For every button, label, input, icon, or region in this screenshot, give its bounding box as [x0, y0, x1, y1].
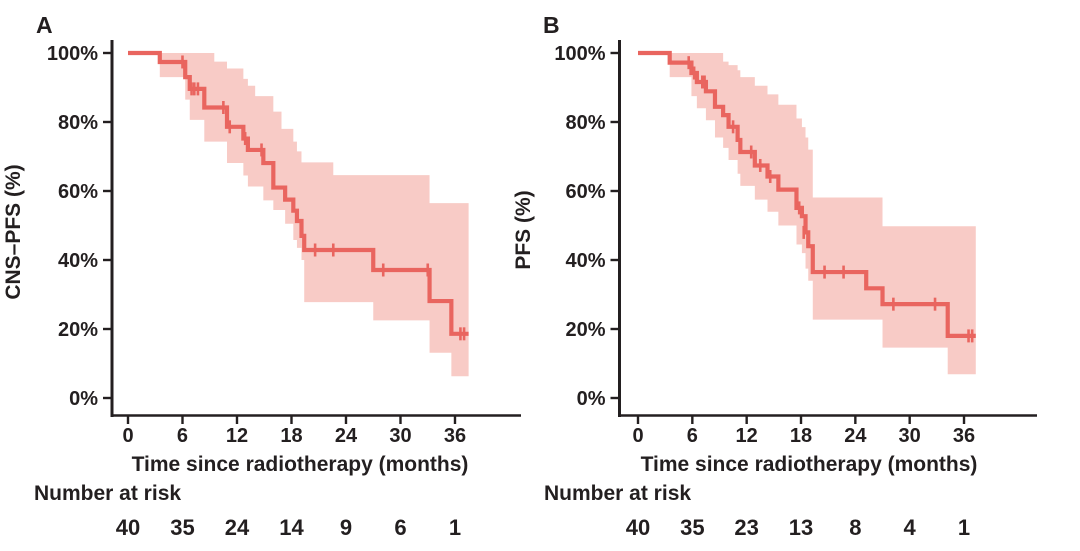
panel-a: 0% 20% 40% 60% 80% 100% 0 6 12 18 24 30 36 Time since…: [2, 12, 521, 540]
x-axis-title: Time since radiotherapy (months): [641, 453, 978, 476]
x-tick-label: 24: [844, 425, 867, 447]
y-tick-label: 60%: [58, 181, 98, 203]
x-tick-label: 12: [226, 425, 248, 447]
risk-value: 8: [849, 515, 861, 540]
risk-value: 9: [340, 515, 352, 540]
risk-value: 35: [680, 515, 704, 540]
x-tick-label: 30: [899, 425, 921, 447]
y-tick-label: 60%: [565, 181, 605, 203]
y-tick-label: 80%: [58, 112, 98, 134]
risk-value: 40: [626, 515, 650, 540]
x-tick-label: 0: [632, 425, 643, 447]
x-tick-label: 0: [122, 425, 133, 447]
x-tick-label: 36: [953, 425, 975, 447]
x-tick-label: 12: [736, 425, 758, 447]
y-axis-title: PFS (%): [512, 190, 535, 269]
risk-value: 35: [170, 515, 194, 540]
x-axis-title: Time since radiotherapy (months): [132, 453, 469, 476]
risk-value: 40: [116, 515, 140, 540]
y-tick-label: 80%: [565, 112, 605, 134]
y-axis-title: CNS–PFS (%): [2, 164, 25, 299]
panel-letter: B: [543, 12, 560, 38]
x-tick-label: 18: [790, 425, 812, 447]
y-tick-label: 20%: [58, 319, 98, 341]
risk-table-label: Number at risk: [544, 482, 691, 505]
y-tick-label: 0%: [69, 388, 98, 410]
confidence-band: [669, 53, 976, 375]
x-tick-label: 18: [280, 425, 302, 447]
risk-value: 14: [279, 515, 304, 540]
x-tick-label: 24: [335, 425, 358, 447]
x-tick-label: 36: [444, 425, 466, 447]
confidence-band: [159, 53, 469, 377]
risk-value: 1: [958, 515, 970, 540]
risk-value: 6: [394, 515, 406, 540]
risk-value: 13: [789, 515, 813, 540]
censor-marks: [687, 56, 974, 343]
risk-table-label: Number at risk: [34, 482, 181, 505]
y-tick-label: 100%: [47, 43, 98, 65]
risk-table: Number at risk 40 35 23 13 8 4 1: [544, 482, 970, 540]
x-tick-label: 6: [177, 425, 188, 447]
y-tick-label: 0%: [577, 388, 606, 410]
y-tick-label: 40%: [58, 250, 98, 272]
survival-curve: [128, 50, 469, 336]
y-tick-label: 100%: [554, 43, 605, 65]
x-tick-label: 30: [389, 425, 411, 447]
risk-table: Number at risk 40 35 24 14 9 6 1: [34, 482, 461, 540]
risk-value: 23: [734, 515, 758, 540]
risk-value: 4: [904, 515, 917, 540]
risk-value: 24: [225, 515, 250, 540]
y-tick-label: 40%: [565, 250, 605, 272]
risk-value: 1: [449, 515, 461, 540]
y-tick-label: 20%: [565, 319, 605, 341]
panel-letter: A: [36, 12, 53, 38]
x-tick-label: 6: [687, 425, 698, 447]
censor-marks: [181, 55, 466, 341]
